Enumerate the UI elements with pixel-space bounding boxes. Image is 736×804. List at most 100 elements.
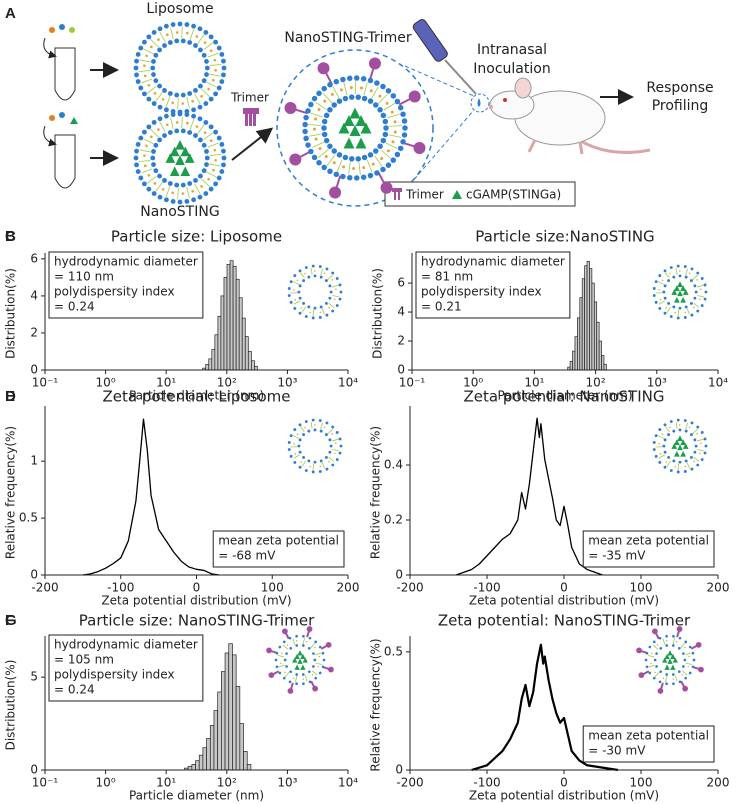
lipid-head	[318, 671, 322, 675]
lipid-tail	[327, 428, 333, 435]
bar	[247, 351, 252, 371]
cargo-dot	[651, 652, 653, 655]
lipid-head	[374, 170, 380, 176]
y-tick-label: 0	[395, 568, 403, 582]
panel-letter: A	[5, 5, 16, 22]
lipid-head	[665, 634, 668, 638]
lipid-tail	[293, 454, 300, 459]
lipid-tail	[697, 295, 705, 298]
x-tick-label: 0	[193, 581, 201, 595]
lipid-head	[138, 45, 144, 51]
lipid-head	[319, 429, 323, 433]
lipid-head	[298, 269, 302, 273]
cargo-dot	[213, 58, 217, 62]
lipid-head	[204, 155, 210, 161]
chart-title: Particle size: Liposome	[111, 228, 282, 246]
vesicle-icon	[133, 111, 227, 205]
lipid-tail	[189, 118, 195, 130]
bar	[235, 278, 240, 371]
cargo-dot	[323, 426, 326, 429]
lipid-head	[696, 309, 700, 313]
nanosting-label: NanoSTING	[140, 204, 219, 220]
lipid-head	[162, 88, 167, 93]
schematic: A Liposome NanoSTING Trimer NanoSTING-Tr…	[5, 1, 714, 220]
annotation: mean zeta potential= -30 mV	[582, 725, 715, 763]
lipid-head	[648, 671, 652, 675]
lipid-head	[669, 420, 673, 423]
bar	[243, 751, 248, 771]
cargo-dot	[393, 130, 397, 134]
bar	[232, 265, 237, 371]
lipid-head	[693, 438, 697, 442]
x-axis-label: Particle diameter (nm)	[497, 389, 632, 403]
lipid-head	[216, 85, 222, 91]
panel-letter: B	[5, 228, 16, 245]
lipid-head	[703, 437, 707, 441]
lipid-head	[197, 194, 203, 200]
bar	[246, 764, 252, 771]
lipid-head	[151, 119, 157, 125]
bar	[569, 360, 573, 371]
cargo-dot	[313, 270, 316, 272]
cargo-dot	[157, 38, 160, 41]
lipid-head	[327, 81, 333, 88]
lipid-head	[335, 304, 339, 307]
lipid-head	[287, 287, 291, 290]
lipid-head	[162, 43, 167, 48]
bar	[232, 654, 237, 771]
lipid-tail	[675, 267, 678, 275]
lipid-tail	[165, 96, 171, 108]
lipid-head	[213, 129, 219, 135]
cgamp	[292, 657, 298, 663]
cargo-dot	[295, 640, 298, 642]
lipid-head	[700, 277, 704, 280]
cargo-dot	[696, 433, 698, 435]
x-axis-label: Zeta potential distribution (mV)	[469, 594, 659, 608]
lipid-head	[302, 121, 308, 128]
cargo-dot	[214, 68, 217, 72]
lipid-head	[338, 437, 342, 441]
lipid-head	[282, 640, 286, 644]
lipid-head	[340, 173, 346, 180]
cargo-dot	[314, 646, 316, 649]
lipid-head	[684, 305, 688, 309]
lipid-tail	[141, 168, 153, 174]
lipid-head	[221, 162, 226, 168]
lipid-head	[659, 670, 663, 673]
cargo-dot	[659, 298, 662, 301]
lipid-head	[327, 143, 333, 149]
lipid-head	[170, 112, 176, 117]
lipid-head	[353, 75, 360, 81]
lipid-tail	[147, 175, 157, 184]
lipid-tail	[143, 138, 154, 145]
lipid-head	[703, 283, 707, 287]
cargo-dot	[332, 161, 336, 165]
lipid-head	[193, 43, 198, 48]
annotation: hydrodynamic diameter= 105 nmpolydispers…	[48, 634, 204, 702]
annotation-box	[582, 725, 715, 763]
lipid-head	[689, 279, 693, 283]
lipid-head	[197, 137, 203, 143]
y-tick-label: 0	[30, 763, 38, 777]
cargo-dot	[149, 135, 153, 139]
lipid-head	[289, 280, 293, 284]
lipid-head	[138, 175, 144, 181]
lipid-head	[652, 448, 656, 451]
cargo-dot	[331, 279, 333, 281]
lipid-head	[135, 169, 141, 175]
x-tick-label: 0	[560, 776, 568, 790]
lipid-head	[402, 125, 408, 131]
cargo-dot	[319, 465, 322, 468]
lipid-head	[331, 309, 335, 313]
x-tick-label: 10³	[277, 376, 297, 390]
lipid-head	[319, 275, 323, 279]
cargo-dot	[213, 148, 217, 152]
lipid-tail	[301, 306, 306, 313]
lipid-head	[174, 38, 180, 44]
liposome-label: Liposome	[146, 1, 213, 17]
lipid-head	[197, 83, 203, 89]
lipid-head	[324, 279, 328, 283]
lipid-head	[652, 640, 656, 644]
trimer-head	[268, 672, 275, 678]
legend-label: cGAMP(STINGa)	[466, 188, 561, 202]
